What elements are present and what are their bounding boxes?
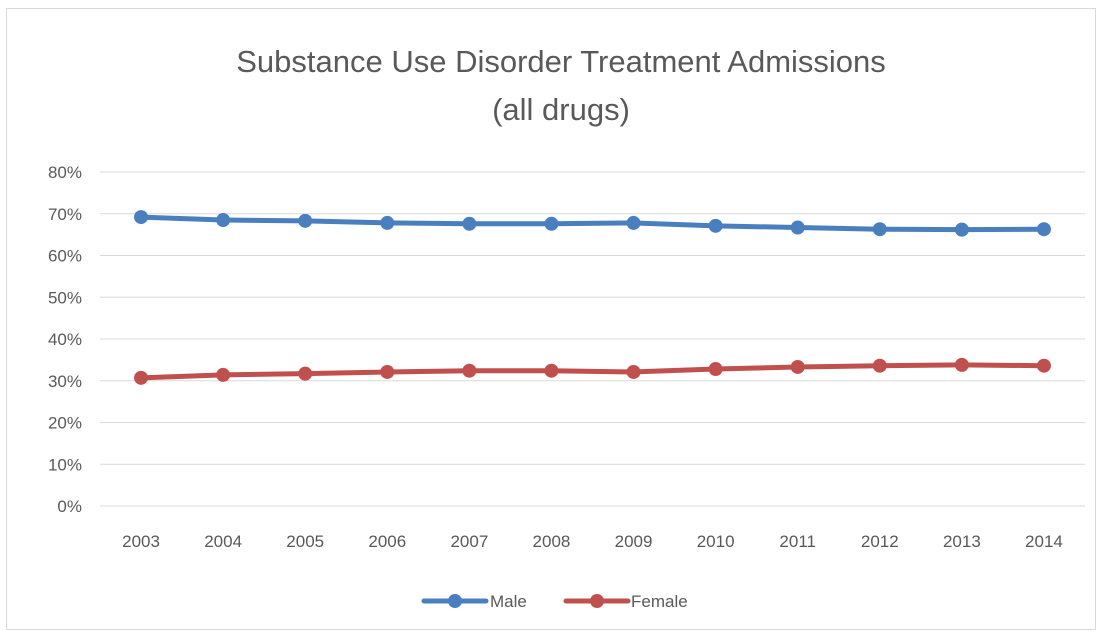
x-tick-label: 2004	[204, 532, 242, 551]
data-point	[1036, 222, 1051, 237]
data-point	[298, 213, 313, 228]
x-tick-label: 2003	[122, 532, 160, 551]
legend-label: Female	[631, 592, 688, 611]
series-line	[138, 214, 1047, 233]
y-tick-label: 30%	[48, 372, 82, 391]
legend-item: Female	[563, 592, 688, 611]
chart-frame	[6, 8, 1096, 630]
y-tick-label: 10%	[48, 455, 82, 474]
series-male	[134, 210, 1051, 237]
data-point	[708, 218, 723, 233]
gridlines	[100, 171, 1085, 507]
data-point	[216, 213, 231, 228]
x-axis-labels: 2003 2004 2005 2006 2007 2008 2009 2010 2011 2012…	[122, 532, 1063, 551]
data-point	[790, 220, 805, 235]
x-tick-label: 2012	[861, 532, 899, 551]
data-point	[134, 370, 149, 385]
data-point	[872, 358, 887, 373]
data-point	[544, 216, 559, 231]
x-tick-label: 2006	[368, 532, 406, 551]
y-tick-label: 60%	[48, 247, 82, 266]
data-point	[708, 362, 723, 377]
y-tick-label: 0%	[57, 497, 82, 516]
data-point	[626, 364, 641, 379]
data-point	[298, 366, 313, 381]
legend: Male Female	[421, 592, 688, 611]
data-point	[216, 367, 231, 382]
y-tick-label: 20%	[48, 414, 82, 433]
y-tick-label: 50%	[48, 288, 82, 307]
data-point	[790, 359, 805, 374]
x-tick-label: 2014	[1025, 532, 1063, 551]
x-tick-label: 2009	[615, 532, 653, 551]
legend-label: Male	[490, 592, 527, 611]
chart-title-line: Substance Use Disorder Treatment Admissi…	[236, 44, 886, 79]
data-point	[544, 363, 559, 378]
series-female	[134, 357, 1051, 385]
y-axis-labels: 0% 10% 20% 30% 40% 50% 60% 70% 80%	[48, 163, 82, 516]
y-tick-label: 40%	[48, 330, 82, 349]
legend-item: Male	[421, 592, 527, 611]
series-lines	[134, 210, 1051, 385]
data-point	[1036, 358, 1051, 373]
x-tick-label: 2008	[533, 532, 571, 551]
x-tick-label: 2011	[779, 532, 816, 551]
series-line	[138, 362, 1047, 381]
legend-marker	[590, 594, 604, 608]
chart-title: Substance Use Disorder Treatment Admissi…	[236, 44, 886, 127]
x-tick-label: 2010	[697, 532, 735, 551]
data-point	[872, 222, 887, 237]
data-point	[954, 357, 969, 372]
data-point	[954, 222, 969, 237]
chart-subtitle-line: (all drugs)	[492, 92, 630, 127]
legend-marker	[448, 594, 462, 608]
y-tick-label: 80%	[48, 163, 82, 182]
data-point	[134, 210, 149, 225]
data-point	[462, 216, 477, 231]
data-point	[380, 364, 395, 379]
data-point	[462, 363, 477, 378]
data-point	[626, 215, 641, 230]
data-point	[380, 215, 395, 230]
x-tick-label: 2005	[286, 532, 324, 551]
y-tick-label: 70%	[48, 205, 82, 224]
x-tick-label: 2013	[943, 532, 981, 551]
x-tick-label: 2007	[450, 532, 488, 551]
